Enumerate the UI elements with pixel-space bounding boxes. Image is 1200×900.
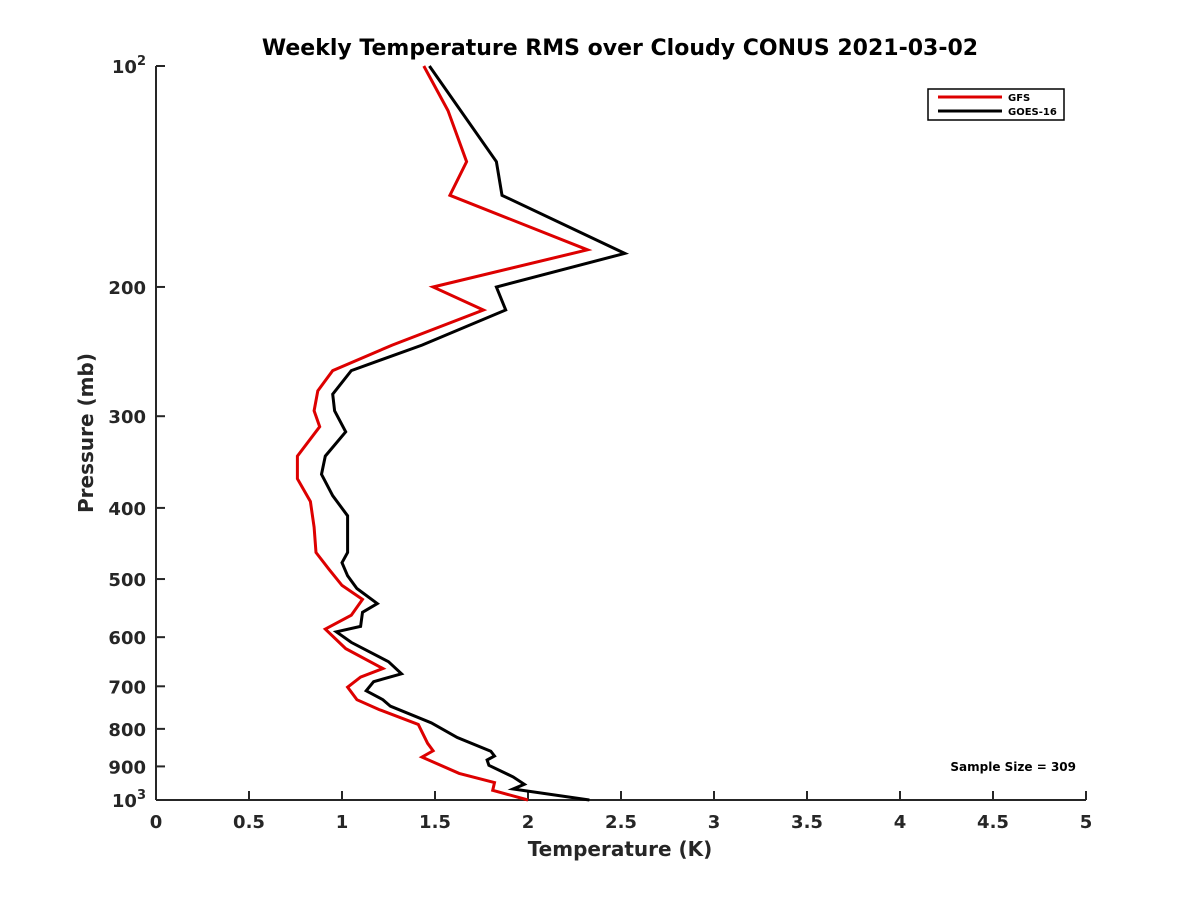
x-tick-label: 0 [150,812,163,833]
x-axis-label: Temperature (K) [528,837,713,861]
y-tick-label: 600 [108,628,146,649]
legend-box [927,88,1065,121]
y-tick-label: 300 [108,407,146,428]
x-tick-label: 5 [1080,812,1093,833]
x-tick-label: 0.5 [233,812,265,833]
x-tick-label: 1 [336,812,349,833]
y-tick-label: 400 [108,499,146,520]
x-tick-label: 4.5 [977,812,1009,833]
x-tick-label: 2.5 [605,812,637,833]
x-ticks: 0 0.5 1 1.5 2 2.5 3 3.5 4 4.5 5 [150,791,1093,833]
series-line-goes-16 [319,65,630,802]
y-tick-label: 700 [108,677,146,698]
series-layer [295,65,630,802]
y-tick-label: 500 [108,570,146,591]
x-tick-label: 4 [894,812,907,833]
y-ticks: 102 200 300 400 500 600 700 800 900 103 [108,54,165,812]
x-tick-label: 3.5 [791,812,823,833]
y-axis-label: Pressure (mb) [74,353,98,513]
sample-size-annotation: Sample Size = 309 [950,760,1076,774]
chart-title: Weekly Temperature RMS over Cloudy CONUS… [262,36,978,61]
legend-label: GOES-16 [1008,107,1057,118]
x-tick-label: 2 [522,812,535,833]
legend: GFS GOES-16 [927,88,1065,121]
legend-label: GFS [1008,93,1030,104]
series-line-gfs [295,65,593,802]
x-tick-label: 3 [708,812,721,833]
x-tick-label: 1.5 [419,812,451,833]
y-tick-label: 200 [108,278,146,299]
y-tick-label: 103 [112,788,146,812]
y-tick-label: 900 [108,757,146,778]
y-tick-label: 102 [112,54,146,78]
y-tick-label: 800 [108,720,146,741]
